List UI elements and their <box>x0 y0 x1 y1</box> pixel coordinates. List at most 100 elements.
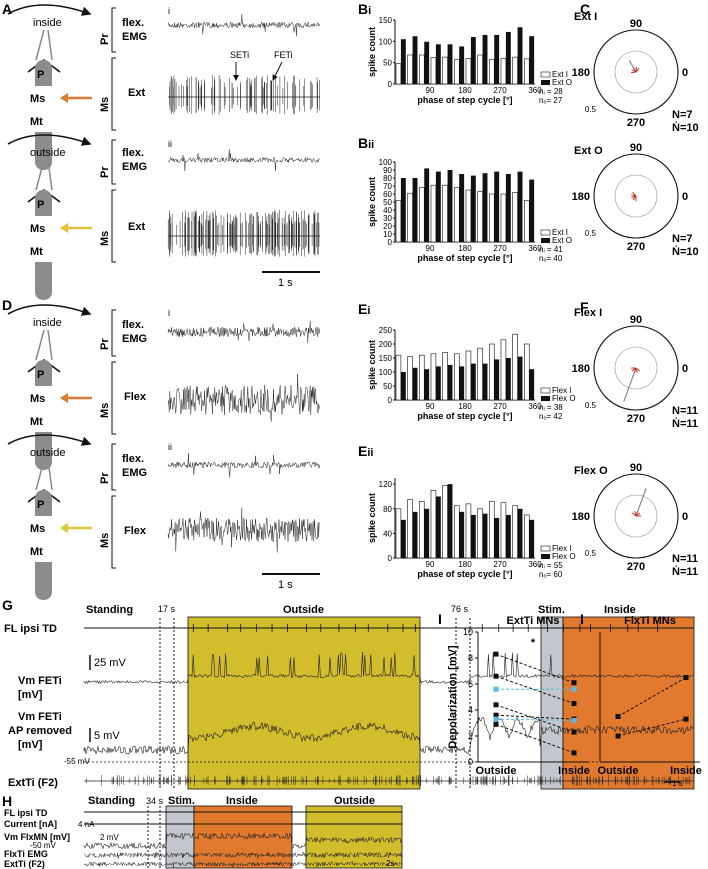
svg-text:Pr: Pr <box>99 33 111 45</box>
individual-vector <box>635 367 641 372</box>
tick-90: 90 <box>630 18 642 30</box>
svg-text:flex.: flex. <box>122 319 144 331</box>
mean-vector <box>623 367 637 402</box>
vm-flxmn-trace <box>83 832 403 850</box>
bar-outside <box>517 508 523 558</box>
flex-emg-trace-i <box>167 14 321 36</box>
point-inside <box>571 680 577 686</box>
bar-outside <box>494 34 500 84</box>
svg-text:1 s: 1 s <box>672 779 683 788</box>
svg-text:EMG: EMG <box>122 161 147 173</box>
leg-schematic-A-outside: outside P Ms Mt <box>7 134 92 300</box>
bar-inside <box>477 54 483 85</box>
bar-outside <box>505 31 511 84</box>
y-tick-label: 100 <box>379 158 393 167</box>
tick-270: 270 <box>627 413 645 425</box>
bar-outside <box>447 170 453 242</box>
bar-inside <box>454 353 460 401</box>
bar-inside <box>500 502 507 559</box>
flex-emg-trace-D-i <box>167 321 321 343</box>
svg-text:Outside: Outside <box>334 795 375 807</box>
bar-inside <box>512 333 518 401</box>
svg-text:outside: outside <box>30 147 65 159</box>
svg-text:flex.: flex. <box>122 147 144 159</box>
bar-outside <box>517 356 523 400</box>
x-tick-label: 180 <box>458 560 472 569</box>
y-tick-label: 50 <box>383 59 392 68</box>
legend-swatch-outside <box>541 80 550 85</box>
bar-outside <box>517 27 523 84</box>
bar-outside <box>459 46 465 84</box>
y-tick-label: 0 <box>388 80 393 89</box>
y-axis-label: spike count <box>367 27 377 77</box>
legend-outside: Ext O <box>552 236 572 245</box>
point-inside <box>571 701 577 706</box>
bar-outside <box>505 514 511 558</box>
svg-text:[mV]: [mV] <box>18 739 43 751</box>
bar-outside <box>435 171 441 242</box>
bar-outside <box>494 171 500 242</box>
current-label: Current [nA] <box>4 819 57 829</box>
bar-inside <box>419 54 425 85</box>
x-tick-label: 270 <box>493 560 507 569</box>
extti-trace <box>86 775 690 786</box>
polar-outer-circle <box>593 473 679 559</box>
n-animals: N=11 <box>672 553 698 565</box>
legend-swatch-inside <box>540 545 551 552</box>
x-tick-label: 90 <box>426 244 435 253</box>
individual-vector <box>630 71 637 74</box>
point-outside <box>493 651 499 657</box>
bar-outside <box>505 358 511 400</box>
svg-text:Outside: Outside <box>283 604 324 616</box>
panel-label-Bi: Bi <box>358 1 371 17</box>
bar-outside <box>529 369 535 400</box>
bar-inside <box>442 485 448 559</box>
svg-text:Ext: Ext <box>128 221 145 233</box>
bar-outside <box>400 178 406 242</box>
point-outside <box>493 673 499 679</box>
legend-inside: Ext I <box>552 228 568 237</box>
polar-title: Flex O <box>574 465 608 477</box>
bar-inside <box>430 57 437 85</box>
bar-inside <box>395 200 402 243</box>
tick-0: 0 <box>682 191 688 203</box>
flex-trace-D-i <box>167 373 321 422</box>
bar-inside <box>407 54 413 85</box>
inside-region-G <box>562 616 695 790</box>
y-tick-label: 20 <box>383 222 392 231</box>
point-outside <box>493 712 499 718</box>
bar-outside <box>529 179 535 242</box>
legend-swatch-outside <box>541 554 550 559</box>
x-axis-label: phase of step cycle [°] <box>417 253 512 263</box>
y-tick-label: 80 <box>383 505 392 514</box>
svg-text:P: P <box>37 499 44 511</box>
bar-inside <box>454 59 460 85</box>
x-label-outside: Outside <box>598 765 639 777</box>
ext-trace-ii <box>167 210 320 257</box>
svg-text:Mt: Mt <box>30 416 43 428</box>
bar-inside <box>477 347 483 401</box>
pair-line <box>495 675 575 704</box>
svg-text:P: P <box>37 69 44 81</box>
flex-emg-trace-ii <box>167 148 321 172</box>
y-tick-label: 100 <box>379 37 393 46</box>
y-axis-label: spike count <box>367 177 377 227</box>
rest-potential-label: -50 mV <box>30 841 56 850</box>
svg-text:Vm FETi: Vm FETi <box>18 711 62 723</box>
svg-text:[mV]: [mV] <box>18 689 43 701</box>
panel-label-Ei: Ei <box>358 301 370 317</box>
y-axis-label: spike count <box>367 493 377 543</box>
y-tick-label: 40 <box>383 206 392 215</box>
point-outside <box>493 721 499 727</box>
bar-inside <box>524 58 530 85</box>
x-label-inside: Inside <box>670 765 702 777</box>
panel-label-Ii: I <box>438 611 442 627</box>
svg-text:Ms: Ms <box>30 393 45 405</box>
svg-text:Stim.: Stim. <box>538 604 565 616</box>
extti-trace-H <box>83 860 402 869</box>
bar-inside <box>442 184 448 243</box>
pair-line <box>495 718 575 721</box>
